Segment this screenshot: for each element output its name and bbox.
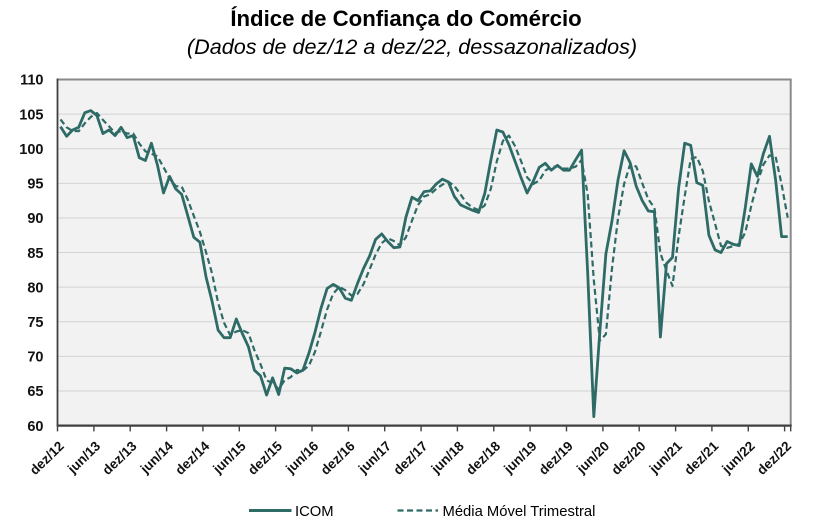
svg-text:75: 75 [27, 315, 43, 331]
svg-text:65: 65 [27, 384, 43, 400]
svg-text:Índice de Confiança do Comérci: Índice de Confiança do Comércio [230, 6, 581, 31]
svg-text:(Dados de dez/12 a dez/22, des: (Dados de dez/12 a dez/22, dessazonaliza… [187, 34, 637, 59]
svg-text:ICOM: ICOM [295, 504, 334, 520]
svg-text:Média Móvel Trimestral: Média Móvel Trimestral [443, 504, 596, 520]
svg-text:90: 90 [27, 211, 43, 227]
svg-text:100: 100 [19, 142, 43, 158]
svg-text:110: 110 [20, 73, 43, 89]
svg-text:85: 85 [27, 246, 43, 262]
svg-text:95: 95 [27, 177, 43, 193]
svg-text:105: 105 [19, 107, 43, 123]
svg-text:80: 80 [27, 280, 43, 296]
svg-text:60: 60 [27, 419, 43, 435]
svg-text:70: 70 [27, 350, 43, 366]
